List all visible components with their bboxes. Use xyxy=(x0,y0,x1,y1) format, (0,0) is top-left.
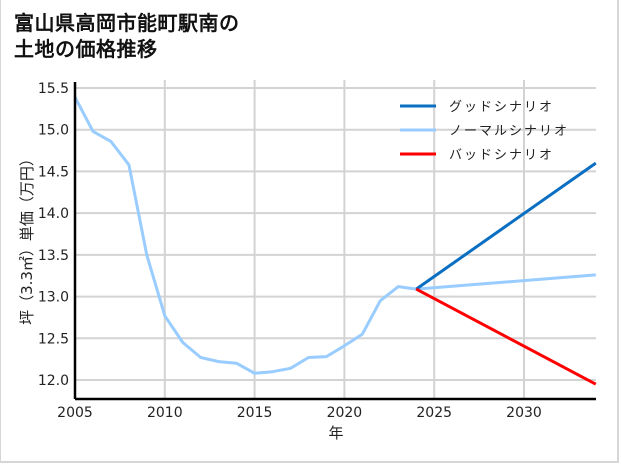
y-tick-label: 13.0 xyxy=(38,290,69,306)
legend-label: ノーマルシナリオ xyxy=(449,124,569,139)
x-axis-label: 年 xyxy=(328,424,343,442)
y-tick-label: 12.0 xyxy=(38,373,69,389)
x-tick-label: 2015 xyxy=(237,405,273,421)
x-tick-label: 2005 xyxy=(57,405,93,421)
y-axis-label: 坪（3.3㎡）単価（万円） xyxy=(18,151,36,325)
y-tick-label: 14.0 xyxy=(38,206,69,222)
chart-title: 富山県高岡市能町駅南の 土地の価格推移 xyxy=(14,10,240,62)
legend-label: グッドシナリオ xyxy=(449,100,554,115)
y-tick-label: 14.5 xyxy=(38,164,69,180)
legend-label: バッドシナリオ xyxy=(449,148,554,163)
y-tick-label: 15.0 xyxy=(38,123,69,139)
series-line xyxy=(73,96,596,375)
series-line xyxy=(415,287,597,386)
x-tick-label: 2020 xyxy=(327,405,363,421)
x-tick-label: 2030 xyxy=(506,405,542,421)
x-tick-label: 2025 xyxy=(416,405,452,421)
y-tick-label: 13.5 xyxy=(38,248,69,264)
y-tick-label: 12.5 xyxy=(38,331,69,347)
x-tick-label: 2010 xyxy=(147,405,183,421)
series-line xyxy=(415,161,597,291)
y-tick-label: 15.5 xyxy=(38,81,69,97)
chart-title-line2: 土地の価格推移 xyxy=(14,37,158,61)
chart-title-line1: 富山県高岡市能町駅南の xyxy=(14,11,240,35)
